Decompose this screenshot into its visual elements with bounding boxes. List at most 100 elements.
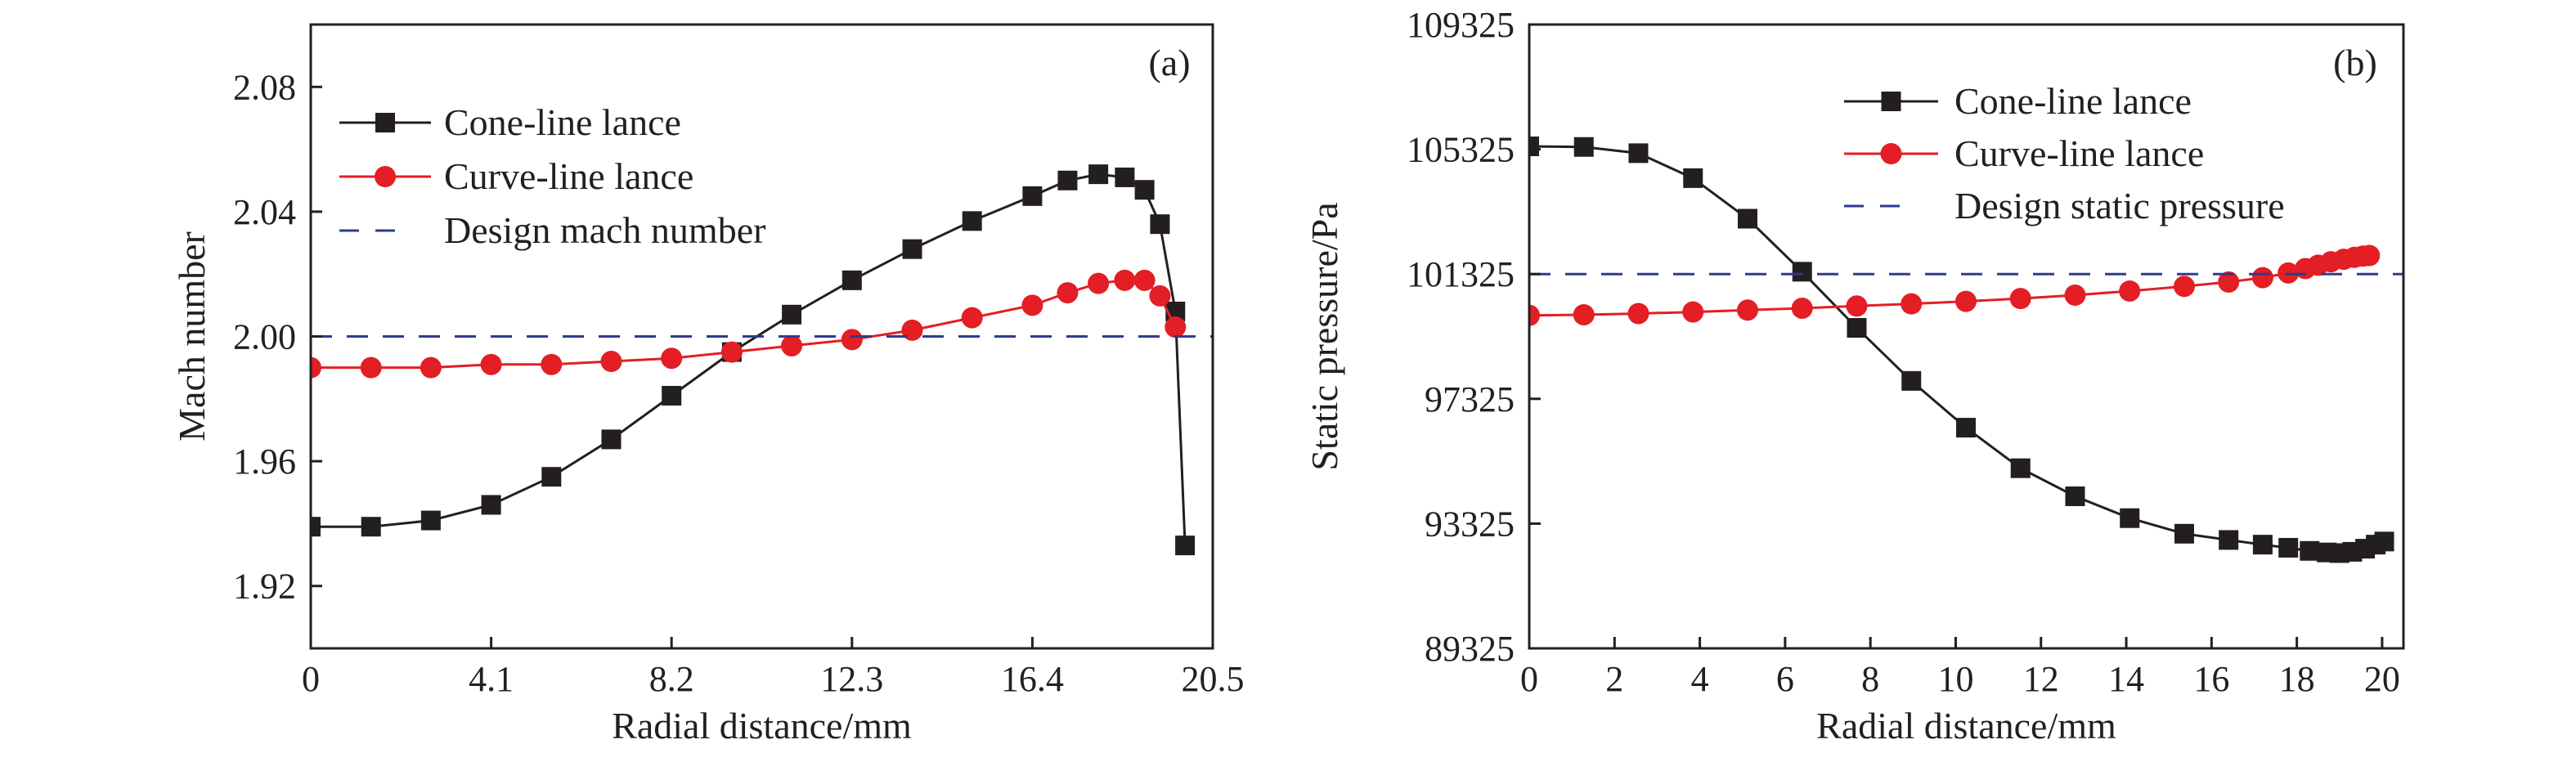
y-tick-label: 101325 (1407, 254, 1515, 294)
data-point-circle (1627, 303, 1649, 325)
legend-swatch-square (375, 113, 395, 132)
data-point-square (1134, 180, 1155, 200)
y-tick-label: 1.96 (233, 442, 296, 482)
data-point-circle (1901, 293, 1923, 315)
data-point-circle (2358, 244, 2381, 267)
data-point-circle (2064, 284, 2086, 306)
legend-label: Curve-line lance (1954, 132, 2204, 174)
data-point-square (1115, 167, 1135, 187)
data-point-square (2174, 523, 2194, 544)
data-point-circle (480, 353, 502, 375)
data-point-square (2252, 535, 2273, 555)
x-tick-label: 4.1 (469, 659, 514, 699)
data-point-circle (1791, 297, 1813, 319)
data-point-circle (661, 347, 683, 370)
legend-item-2: Curve-line lance (1844, 132, 2204, 174)
data-point-square (2219, 530, 2239, 550)
panel-a-mach-number-chart: 0 4.1 8.2 12.3 16.4 20.5 1.92 1.96 2.00 2.04 2.08 R… (171, 23, 1245, 746)
data-point-square (1175, 536, 1196, 556)
data-point-circle (1133, 269, 1156, 291)
panel-b-static-pressure-chart: 0 2 4 6 8 10 12 14 16 18 20 89325 93325 97325 101325 10… (1304, 5, 2405, 746)
series-line (311, 279, 1177, 370)
legend-item-2: Curve-line lance (339, 155, 693, 197)
data-point-square (782, 304, 802, 325)
data-point-circle (1149, 285, 1171, 307)
data-point-square (1737, 208, 1757, 229)
y-tick-label: 109325 (1407, 5, 1515, 45)
legend-label: Design static pressure (1954, 185, 2285, 226)
data-point-circle (311, 356, 321, 379)
data-point-circle (781, 334, 803, 356)
data-point-square (2120, 508, 2140, 528)
data-point-square (361, 517, 381, 537)
series-2 (311, 269, 1187, 379)
data-point-square (1573, 137, 1594, 157)
data-point-square (1955, 418, 1976, 438)
data-point-square (481, 495, 501, 515)
y-tick-label: 2.08 (233, 67, 296, 107)
x-tick-label: 20 (2364, 659, 2400, 699)
y-axis-title: Static pressure/Pa (1304, 202, 1345, 470)
data-point-circle (1846, 295, 1868, 317)
data-point-circle (720, 341, 743, 363)
x-tick-label: 10 (1937, 659, 1973, 699)
legend: Cone-line lance Curve-line lance Design st… (1844, 80, 2285, 226)
data-point-square (2010, 458, 2031, 478)
data-point-square (1683, 168, 1703, 188)
x-tick-label: 0 (302, 659, 320, 699)
legend-label: Curve-line lance (444, 155, 693, 197)
legend-item-3: Design static pressure (1844, 185, 2285, 226)
data-point-square (2300, 540, 2320, 561)
data-point-square (1150, 214, 1170, 235)
legend-swatch-circle (375, 166, 396, 187)
data-point-circle (1529, 304, 1540, 326)
panel-label: (b) (2333, 42, 2377, 83)
data-point-square (2374, 531, 2394, 552)
series-line (1529, 254, 2370, 317)
data-point-circle (1088, 272, 1110, 294)
legend-label: Design mach number (444, 209, 765, 251)
x-tick-label: 20.5 (1182, 659, 1245, 699)
data-point-square (311, 517, 321, 537)
x-tick-label: 2 (1605, 659, 1623, 699)
data-point-square (662, 385, 682, 406)
y-axis-title: Mach number (171, 231, 213, 442)
data-point-circle (1954, 290, 1977, 312)
y-tick-label: 1.92 (233, 567, 296, 607)
x-tick-label: 12 (2023, 659, 2059, 699)
x-tick-label: 4 (1691, 659, 1709, 699)
data-point-square (1628, 143, 1649, 164)
x-tick-label: 8 (1861, 659, 1879, 699)
data-point-circle (2009, 288, 2031, 310)
data-point-square (2065, 486, 2085, 507)
plot-frame (1528, 23, 2405, 650)
data-point-square (1901, 370, 1922, 391)
x-tick-label: 0 (1520, 659, 1538, 699)
x-tick-label: 16.4 (1001, 659, 1064, 699)
data-point-square (2278, 537, 2299, 558)
y-tick-label: 105325 (1407, 130, 1515, 170)
legend-item-3: Design mach number (339, 209, 765, 251)
data-point-square (541, 467, 562, 487)
data-point-circle (2218, 271, 2240, 293)
data-point-circle (1165, 316, 1187, 338)
data-point-circle (1736, 299, 1758, 321)
x-tick-label: 18 (2279, 659, 2315, 699)
data-point-square (962, 211, 982, 231)
series-2 (1529, 244, 2381, 326)
data-point-square (1022, 186, 1043, 206)
data-point-square (902, 239, 922, 259)
data-point-square (1792, 262, 1812, 282)
plot-area (1529, 136, 2403, 563)
data-point-square (1057, 170, 1078, 191)
x-tick-label: 12.3 (820, 659, 883, 699)
data-point-circle (841, 329, 863, 351)
y-tick-label: 2.04 (233, 192, 296, 232)
x-axis-title: Radial distance/mm (612, 705, 912, 746)
data-point-circle (1021, 294, 1043, 316)
plot-area (311, 164, 1213, 556)
series-1 (1529, 136, 2394, 563)
data-point-circle (1114, 269, 1136, 291)
data-point-circle (420, 356, 442, 379)
